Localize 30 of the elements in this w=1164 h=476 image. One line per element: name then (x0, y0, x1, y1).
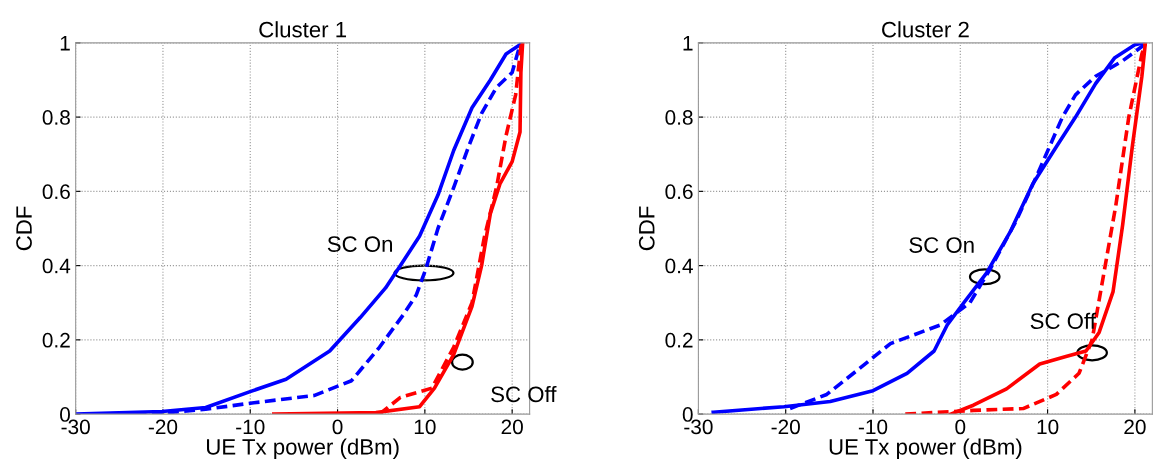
y-tick-label: 0.8 (42, 110, 70, 125)
y-tick-label: 0.6 (665, 184, 693, 200)
x-tick-label: 0 (332, 419, 343, 435)
annotation: SC Off (491, 385, 557, 403)
x-axis-title: UE Tx power (dBm) (207, 438, 399, 460)
x-tick-label: -10 (236, 419, 265, 435)
annotation: SC Off (1030, 312, 1096, 330)
y-tick-label: 0.4 (665, 258, 693, 274)
y-tick-label: 0.2 (665, 332, 693, 348)
x-axis-title: UE Tx power (dBm) (829, 438, 1022, 460)
x-tick-label: 20 (1124, 419, 1146, 435)
x-tick-label: -20 (148, 419, 178, 435)
y-tick-label: 0.4 (42, 258, 71, 274)
y-tick-label: 0.2 (42, 332, 70, 348)
x-tick-label: -10 (858, 419, 888, 435)
y-axis-title: CDF (638, 206, 655, 251)
x-tick-label: 10 (1037, 419, 1059, 435)
x-tick-label: -20 (771, 419, 800, 435)
annotation: SC On (909, 237, 974, 253)
annotation: SC On (327, 236, 393, 252)
x-tick-label: 20 (501, 419, 523, 435)
y-tick-label: 0.6 (42, 184, 70, 200)
y-tick-label: 1 (60, 36, 70, 51)
chart-title: Cluster 1 (259, 21, 347, 38)
chart-title: Cluster 2 (882, 21, 969, 38)
y-axis-title: CDF (16, 206, 32, 251)
y-tick-label: 1 (683, 36, 693, 51)
x-tick-label: 10 (414, 419, 436, 435)
y-tick-label: 0.8 (665, 110, 693, 125)
x-tick-label: 0 (955, 419, 966, 435)
